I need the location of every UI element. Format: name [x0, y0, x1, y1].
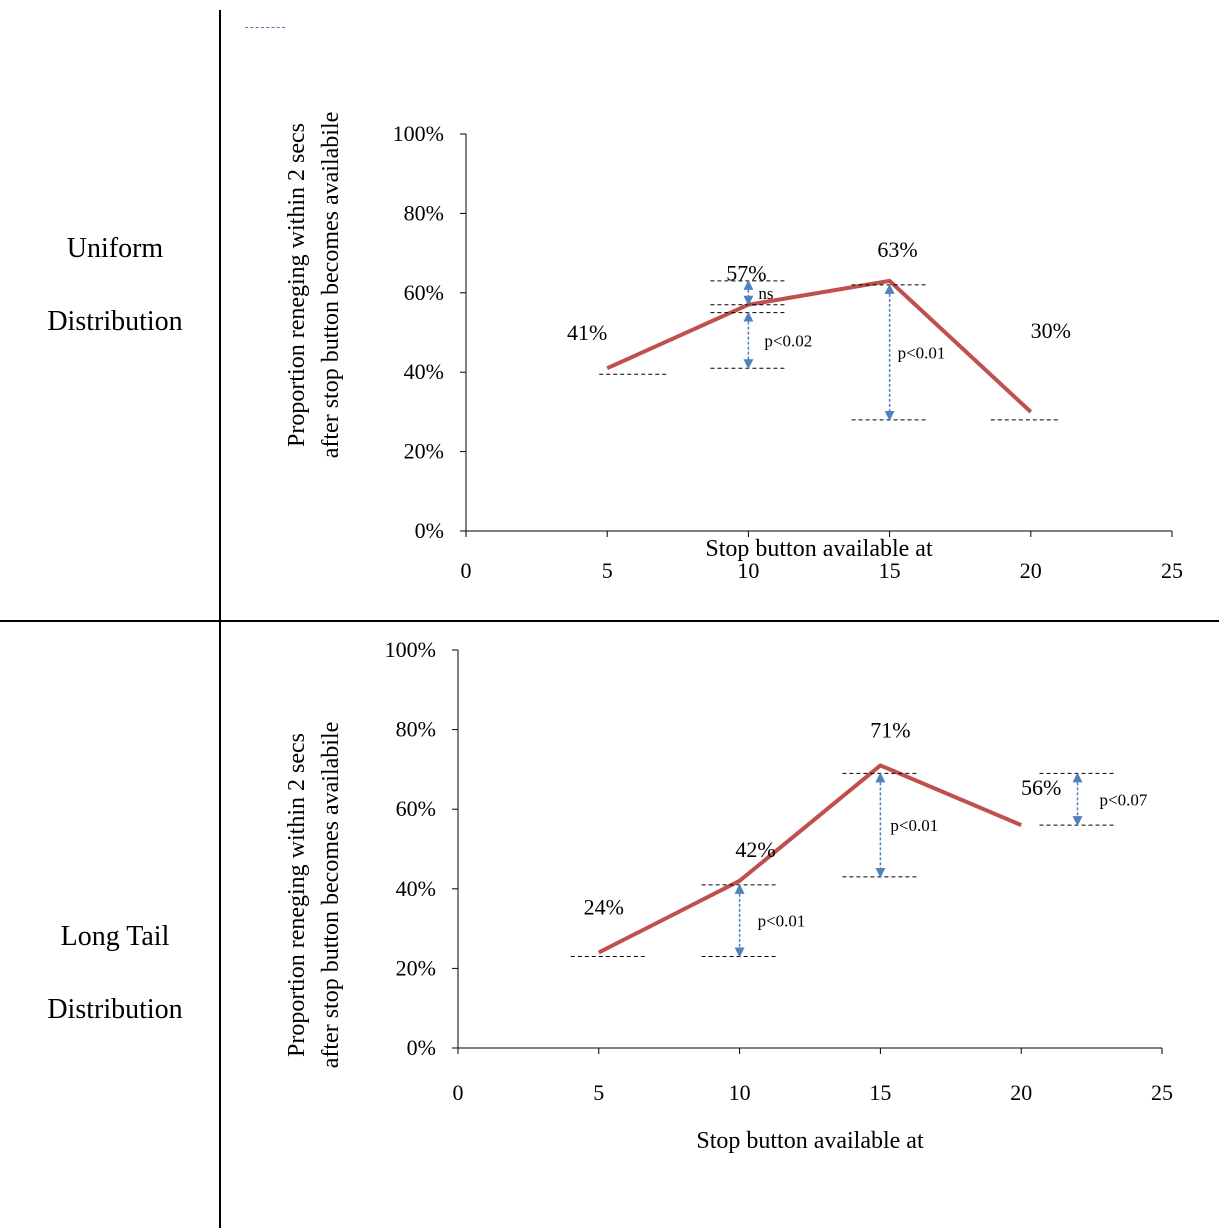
y-axis-label-line1: Proportion reneging within 2 secs [284, 123, 310, 447]
x-tick-label: 5 [602, 558, 613, 583]
x-tick-label: 25 [1151, 1080, 1173, 1105]
x-tick-label: 0 [453, 1080, 464, 1105]
legend-stub [245, 27, 285, 28]
y-tick-label: 0% [407, 1035, 436, 1060]
table-horizontal-divider [0, 620, 1219, 622]
y-tick-label: 40% [396, 876, 436, 901]
x-tick-label: 10 [729, 1080, 751, 1105]
x-tick-label: 20 [1010, 1080, 1032, 1105]
table-vertical-divider [219, 10, 221, 1228]
series-line [597, 763, 1022, 955]
y-tick-label: 60% [396, 796, 436, 821]
x-tick-label: 10 [737, 558, 759, 583]
row-label-line2: Distribution [47, 306, 183, 337]
x-axis-label: Stop button available at [696, 1128, 924, 1154]
y-tick-label: 100% [385, 637, 436, 662]
x-tick-label: 20 [1020, 558, 1042, 583]
y-axis-label-line1: Proportion reneging within 2 secs [284, 733, 310, 1057]
y-tick-label: 100% [393, 121, 444, 146]
data-label: 24% [584, 894, 624, 919]
series-line [606, 278, 1033, 414]
y-tick-label: 60% [404, 280, 444, 305]
data-label: 41% [567, 320, 607, 345]
significance-label: p<0.02 [764, 331, 812, 350]
data-label: 57% [726, 261, 766, 286]
chart-uniform: 0% 20% 40% 60% 80% 100% 0 5 10 15 20 25 Stop button … [284, 112, 1183, 583]
chart-long-tail: 0% 20% 40% 60% 80% 100% 0 5 10 15 20 25 Stop button … [284, 637, 1173, 1154]
significance-label: p<0.07 [1100, 790, 1148, 809]
row-label-line2: Distribution [47, 994, 183, 1025]
data-label: 42% [735, 837, 775, 862]
x-tick-label: 15 [869, 1080, 891, 1105]
x-tick-label: 0 [461, 558, 472, 583]
row-label-uniform: Uniform Distribution [0, 212, 230, 358]
y-tick-label: 0% [415, 518, 444, 543]
y-tick-label: 40% [404, 359, 444, 384]
x-tick-label: 5 [593, 1080, 604, 1105]
y-tick-label: 20% [404, 439, 444, 464]
y-tick-label: 80% [404, 200, 444, 225]
x-tick-label: 15 [879, 558, 901, 583]
row-label-line1: Uniform [66, 233, 164, 264]
data-label: 30% [1031, 318, 1071, 343]
row-label-line1: Long Tail [60, 921, 170, 952]
y-axis-label-line2: after stop button becomes availabile [318, 722, 344, 1069]
x-axis-label: Stop button available at [705, 536, 933, 562]
significance-label: p<0.01 [758, 912, 806, 931]
y-tick-label: 20% [396, 955, 436, 980]
y-axis-label: Proportion reneging within 2 secs after s… [284, 112, 344, 459]
significance-label: p<0.01 [890, 816, 938, 835]
data-label: 56% [1021, 775, 1061, 800]
y-tick-label: 80% [396, 717, 436, 742]
y-axis-label: Proportion reneging within 2 secs after s… [284, 722, 344, 1069]
data-label: 71% [870, 717, 910, 742]
y-axis-label-line2: after stop button becomes availabile [318, 112, 344, 459]
significance-label: ns [758, 284, 773, 303]
x-tick-label: 25 [1161, 558, 1183, 583]
data-label: 63% [877, 237, 917, 262]
row-label-long-tail: Long Tail Distribution [0, 900, 230, 1046]
significance-label: p<0.01 [898, 343, 946, 362]
